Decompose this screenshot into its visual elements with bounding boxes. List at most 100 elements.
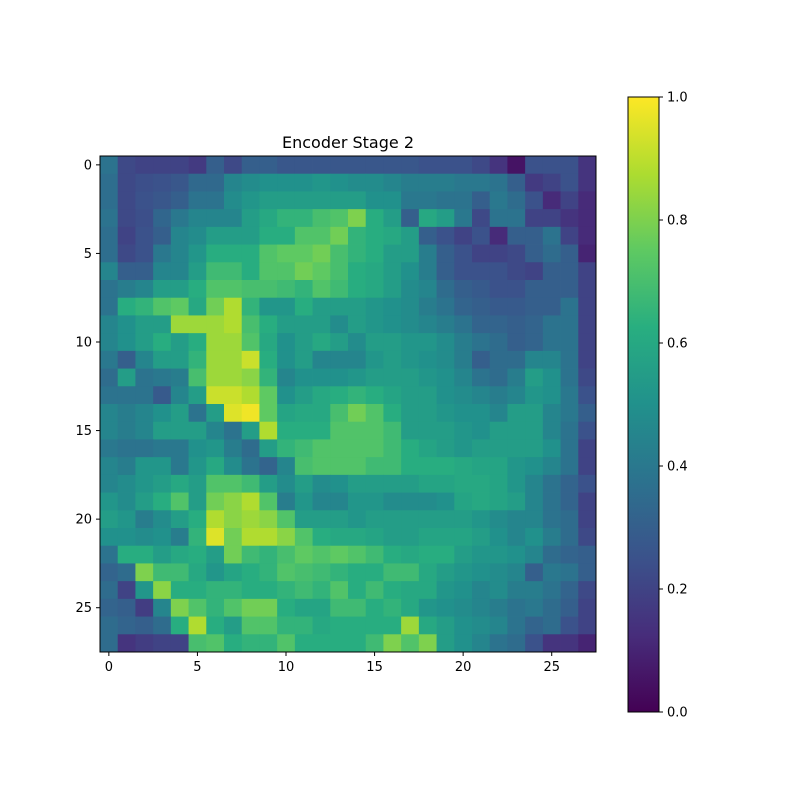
heatmap-cell [348,209,367,228]
heatmap-cell [472,191,491,210]
heatmap-cell [578,350,597,369]
heatmap-cell [224,262,243,281]
heatmap-cell [330,634,349,653]
heatmap-cell [153,333,172,352]
heatmap-cell [153,297,172,316]
heatmap-cell [188,634,207,653]
heatmap-cell [135,280,154,299]
heatmap-cell [507,350,526,369]
heatmap-cell [117,386,136,405]
heatmap-cell [224,333,243,352]
heatmap-cell [560,581,579,600]
y-tick-label: 15 [75,424,92,439]
heatmap-cell [330,173,349,192]
heatmap-cell [436,492,455,511]
heatmap-cell [241,492,260,511]
heatmap-cell [525,634,544,653]
heatmap-cell [507,439,526,458]
heatmap-cell [188,262,207,281]
heatmap-cell [206,581,225,600]
heatmap-cell [525,474,544,493]
heatmap-cell [117,421,136,440]
heatmap-cell [560,404,579,423]
heatmap-cell [277,634,296,653]
heatmap-cell [153,368,172,387]
heatmap-cell [436,545,455,564]
heatmap-cell [489,209,508,228]
heatmap-cell [489,386,508,405]
heatmap-cell [259,244,278,263]
heatmap-cell [294,297,313,316]
heatmap-cell [401,510,420,529]
heatmap-cell [117,474,136,493]
heatmap-cell [206,156,225,175]
heatmap-cell [330,368,349,387]
heatmap-cell [383,457,402,476]
heatmap-cell [188,368,207,387]
heatmap-cell [542,563,561,582]
heatmap-cell [153,244,172,263]
heatmap-cell [135,634,154,653]
heatmap-cell [100,563,119,582]
y-tick-label: 5 [84,247,92,262]
heatmap-cell [578,315,597,334]
heatmap-cell [153,404,172,423]
heatmap-cell [135,156,154,175]
heatmap-cell [472,563,491,582]
heatmap-cell [383,368,402,387]
heatmap-cell [153,563,172,582]
heatmap-cell [489,581,508,600]
heatmap-cell [277,404,296,423]
heatmap-cell [489,350,508,369]
heatmap-cell [507,280,526,299]
heatmap-cell [560,528,579,547]
heatmap-cell [472,598,491,617]
heatmap-cell [365,563,384,582]
heatmap-cell [542,634,561,653]
heatmap-cell [489,492,508,511]
heatmap-cell [454,474,473,493]
heatmap-cell [206,226,225,245]
heatmap-cell [472,474,491,493]
heatmap-cell [224,315,243,334]
heatmap-cell [489,191,508,210]
heatmap-cell [454,492,473,511]
heatmap-cell [330,457,349,476]
heatmap-cell [188,616,207,635]
heatmap-cell [277,492,296,511]
heatmap-cell [348,598,367,617]
heatmap-cell [489,598,508,617]
heatmap-cell [418,492,437,511]
heatmap-cell [294,528,313,547]
heatmap-cell [418,563,437,582]
heatmap-cell [117,262,136,281]
heatmap-cell [578,545,597,564]
heatmap-cell [100,439,119,458]
heatmap-cell [206,191,225,210]
heatmap-cell [135,350,154,369]
heatmap-cell [312,598,331,617]
heatmap-cell [365,439,384,458]
heatmap-cell [436,598,455,617]
heatmap-cell [436,191,455,210]
heatmap-cell [348,262,367,281]
heatmap-cell [365,386,384,405]
heatmap-cell [277,598,296,617]
heatmap-cell [401,598,420,617]
heatmap-cell [401,297,420,316]
heatmap-cell [100,404,119,423]
heatmap-cell [348,173,367,192]
heatmap-cell [525,209,544,228]
heatmap-cell [153,581,172,600]
heatmap-cell [436,634,455,653]
heatmap-cell [294,421,313,440]
heatmap-cell [100,244,119,263]
heatmap-cell [170,634,189,653]
chart-title: Encoder Stage 2 [282,133,414,152]
heatmap-cell [365,598,384,617]
heatmap-cell [312,563,331,582]
x-tick-label: 25 [543,660,560,675]
heatmap-cell [170,280,189,299]
heatmap-cell [578,386,597,405]
heatmap-cell [188,457,207,476]
